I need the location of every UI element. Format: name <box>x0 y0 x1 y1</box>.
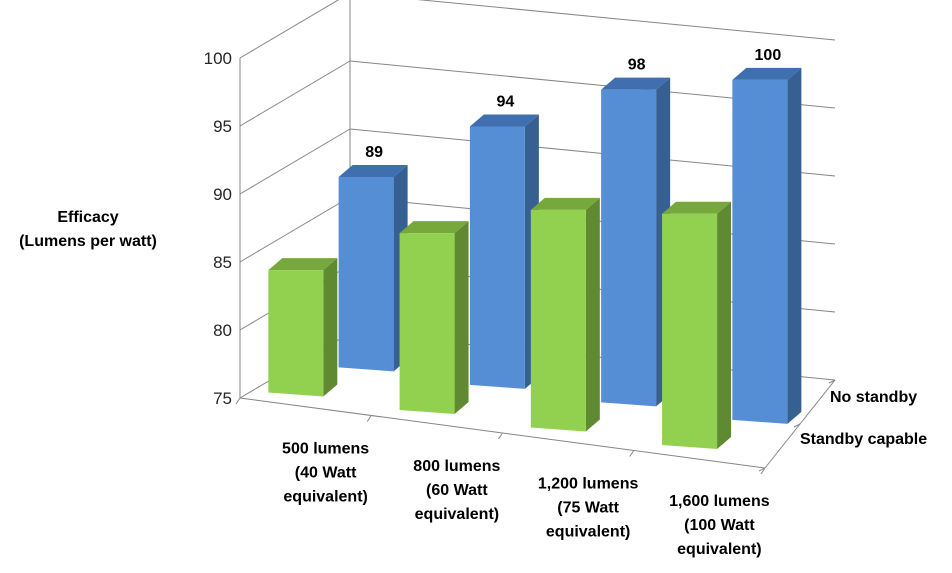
bar-front <box>399 233 455 414</box>
category-label-2-2: equivalent) <box>546 523 630 540</box>
series-label-no-standby: No standby <box>830 389 917 406</box>
bar-top <box>530 197 600 210</box>
category-label-1-0: 800 lumens <box>413 458 500 475</box>
gridline-side-90 <box>239 128 351 195</box>
category-label-0-0: 500 lumens <box>282 440 369 457</box>
bar-front <box>732 79 788 424</box>
data-label-3: 100 <box>755 47 782 64</box>
category-label-2-0: 1,200 lumens <box>538 475 639 492</box>
y-tick-label-75: 75 <box>213 389 232 408</box>
category-tick-0 <box>235 397 241 405</box>
category-tick-3 <box>629 450 635 457</box>
bar-standby-capable-3 <box>662 201 732 449</box>
category-label-1-1: (60 Watt <box>426 482 488 499</box>
bar-front <box>662 213 718 449</box>
bar-top <box>662 201 732 214</box>
data-label-0: 89 <box>365 144 383 161</box>
y-tick-label-100: 100 <box>204 49 232 68</box>
bar-front <box>601 89 657 407</box>
bar-no-standby-2 <box>601 77 671 407</box>
bar-side <box>454 221 469 414</box>
bar-standby-capable-2 <box>530 197 600 432</box>
y-tick-label-95: 95 <box>213 117 232 136</box>
category-label-2-1: (75 Watt <box>557 499 619 516</box>
bar-top <box>469 114 539 127</box>
y-tick-label-90: 90 <box>213 185 232 204</box>
category-tick-4 <box>760 467 766 475</box>
bar-side <box>717 201 732 449</box>
category-label-3-0: 1,600 lumens <box>669 493 770 510</box>
bar-top <box>268 258 338 271</box>
bar-front <box>268 270 324 397</box>
category-tick-1 <box>366 415 372 422</box>
category-label-0-2: equivalent) <box>283 488 367 505</box>
depth-tick-0 <box>758 467 766 472</box>
category-label-3-2: equivalent) <box>677 541 761 558</box>
y-tick-label-85: 85 <box>213 253 232 272</box>
category-tick-2 <box>498 432 503 440</box>
bar-front <box>469 126 525 389</box>
bar-top <box>399 221 469 234</box>
y-axis-title-1: (Lumens per watt) <box>19 233 157 250</box>
gridline-side-85 <box>239 196 351 263</box>
gridline-side-95 <box>239 60 351 127</box>
bar-no-standby-3 <box>732 67 802 424</box>
category-label-0-1: (40 Watt <box>295 464 357 481</box>
depth-tick-2 <box>828 379 836 384</box>
bar-top <box>732 67 802 80</box>
gridline-back-100 <box>417 0 836 41</box>
y-axis-title-0: Efficacy <box>57 209 118 226</box>
bar-no-standby-1 <box>469 114 539 389</box>
bar-standby-capable-1 <box>399 221 469 414</box>
bar-no-standby-0 <box>338 165 408 372</box>
bar-standby-capable-0 <box>268 258 338 397</box>
bar-side <box>787 67 802 424</box>
bar-side <box>323 258 338 397</box>
bar-side <box>585 197 600 432</box>
bar-front <box>338 177 394 372</box>
gridline-side-100 <box>239 0 340 59</box>
y-tick-label-80: 80 <box>213 321 232 340</box>
bar-top <box>601 77 671 90</box>
bar-top <box>338 165 408 177</box>
bar-front <box>530 209 586 432</box>
depth-tick-1 <box>793 423 801 428</box>
data-label-1: 94 <box>496 94 514 111</box>
category-label-1-2: equivalent) <box>415 506 499 523</box>
data-label-2: 98 <box>628 57 646 74</box>
category-label-3-1: (100 Watt <box>684 517 755 534</box>
series-label-standby-capable: Standby capable <box>800 431 927 448</box>
